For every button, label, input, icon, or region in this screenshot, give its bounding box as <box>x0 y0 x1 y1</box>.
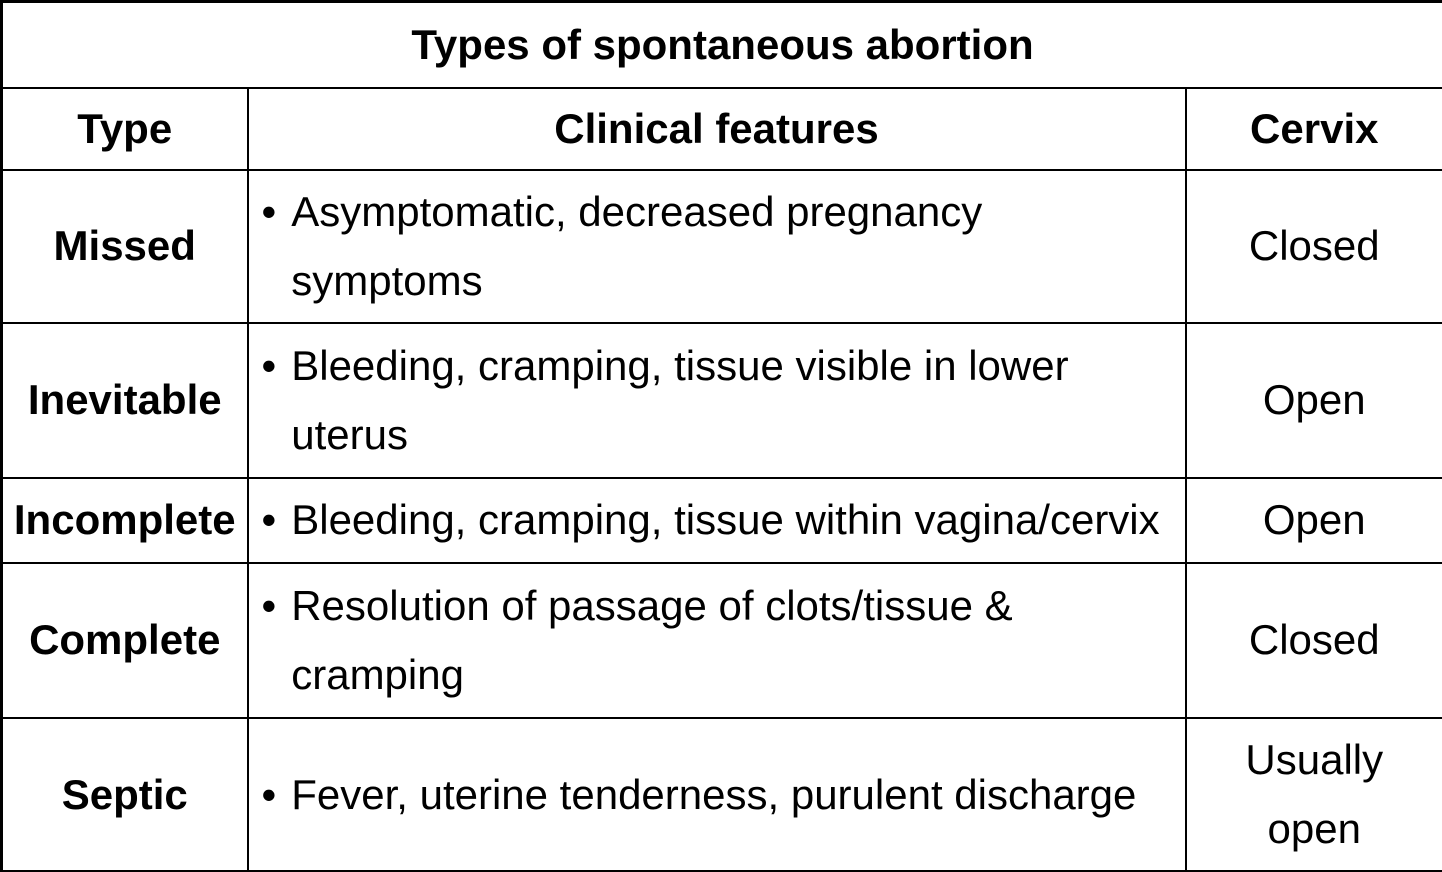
feature-text: Fever, uterine tenderness, purulent disc… <box>291 770 1137 818</box>
bullet-icon: • <box>261 496 277 544</box>
feature-item: • Bleeding, cramping, tissue within vagi… <box>249 485 1185 554</box>
cervix-cell: Closed <box>1184 561 1442 719</box>
table-title: Types of spontaneous abortion <box>0 0 1442 89</box>
feature-item: • Asymptomatic, decreased pregnancy symp… <box>249 177 1185 316</box>
feature-text: Bleeding, cramping, tissue visible in lo… <box>291 341 1069 458</box>
features-cell: • Bleeding, cramping, tissue within vagi… <box>246 476 1187 564</box>
features-cell: • Fever, uterine tenderness, purulent di… <box>246 716 1187 872</box>
type-cell: Complete <box>0 561 249 719</box>
type-cell: Inevitable <box>0 321 249 479</box>
table-row: Inevitable • Bleeding, cramping, tissue … <box>0 321 1442 479</box>
cervix-cell: Open <box>1184 321 1442 479</box>
type-cell: Septic <box>0 716 249 872</box>
feature-text: Resolution of passage of clots/tissue & … <box>291 581 1013 698</box>
cervix-cell: Open <box>1184 476 1442 564</box>
bullet-icon: • <box>261 581 277 629</box>
feature-item: • Bleeding, cramping, tissue visible in … <box>249 331 1185 470</box>
cervix-cell: Usually open <box>1184 716 1442 872</box>
feature-item: • Resolution of passage of clots/tissue … <box>249 571 1185 710</box>
table-row: Missed • Asymptomatic, decreased pregnan… <box>0 168 1442 324</box>
bullet-icon: • <box>261 341 277 389</box>
feature-item: • Fever, uterine tenderness, purulent di… <box>249 760 1185 829</box>
table-row: Septic • Fever, uterine tenderness, puru… <box>0 716 1442 872</box>
column-header-type: Type <box>0 86 249 171</box>
feature-text: Asymptomatic, decreased pregnancy sympto… <box>291 187 983 304</box>
table-row: Complete • Resolution of passage of clot… <box>0 561 1442 719</box>
table-header-row: Type Clinical features Cervix <box>0 86 1442 171</box>
type-cell: Incomplete <box>0 476 249 564</box>
column-header-cervix: Cervix <box>1184 86 1442 171</box>
features-cell: • Resolution of passage of clots/tissue … <box>246 561 1187 719</box>
feature-text: Bleeding, cramping, tissue within vagina… <box>291 496 1160 544</box>
bullet-icon: • <box>261 770 277 818</box>
cervix-cell: Closed <box>1184 168 1442 324</box>
table-row: Incomplete • Bleeding, cramping, tissue … <box>0 476 1442 564</box>
features-cell: • Bleeding, cramping, tissue visible in … <box>246 321 1187 479</box>
type-cell: Missed <box>0 168 249 324</box>
table-title-row: Types of spontaneous abortion <box>0 0 1442 89</box>
bullet-icon: • <box>261 187 277 235</box>
features-cell: • Asymptomatic, decreased pregnancy symp… <box>246 168 1187 324</box>
column-header-clinical-features: Clinical features <box>246 86 1187 171</box>
